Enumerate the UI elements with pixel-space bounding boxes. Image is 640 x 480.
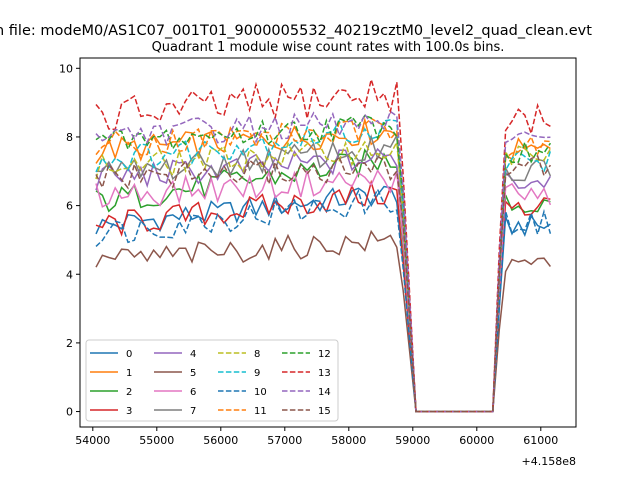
series-line-15	[95, 155, 552, 413]
legend-box	[85, 339, 339, 422]
legend-label-13: 13	[318, 368, 331, 379]
x-tick-label: 59000	[395, 434, 430, 447]
series-line-14	[95, 110, 551, 413]
x-offset-label: +4.158e8	[522, 455, 576, 468]
legend-label-12: 12	[318, 349, 331, 360]
x-tick-label: 58000	[331, 434, 366, 447]
legend-label-4: 4	[190, 349, 196, 360]
legend-label-11: 11	[254, 406, 267, 417]
legend-label-15: 15	[318, 406, 331, 417]
series-lines	[95, 76, 552, 413]
x-tick-label: 55000	[139, 434, 174, 447]
legend-label-7: 7	[190, 406, 196, 417]
y-axis: 0 2 4 6 8 10	[59, 62, 80, 419]
x-tick-label: 57000	[267, 434, 302, 447]
figure-suptitle: n file: modeM0/AS1C07_001T01_9000005532_…	[0, 23, 592, 39]
x-axis: 54000 55000 56000 57000 58000 59000 60000 61000	[75, 427, 558, 447]
plot-frame	[79, 57, 577, 428]
y-tick-label: 4	[66, 268, 73, 281]
y-tick-label: 10	[59, 62, 73, 75]
chart-title: Quadrant 1 module wise count rates with …	[152, 40, 505, 55]
legend-label-5: 5	[190, 368, 196, 379]
legend-label-6: 6	[190, 387, 196, 398]
legend-label-0: 0	[126, 349, 132, 360]
y-tick-label: 8	[66, 131, 73, 144]
x-tick-label: 56000	[203, 434, 238, 447]
x-tick-label: 54000	[75, 434, 110, 447]
y-tick-label: 2	[66, 337, 73, 350]
legend-label-2: 2	[126, 387, 132, 398]
legend-label-14: 14	[318, 387, 331, 398]
legend-label-8: 8	[254, 349, 260, 360]
y-tick-label: 0	[66, 406, 73, 419]
x-tick-label: 61000	[523, 434, 558, 447]
legend-label-10: 10	[254, 387, 267, 398]
x-tick-label: 60000	[459, 434, 494, 447]
y-tick-label: 6	[66, 200, 73, 213]
legend-label-3: 3	[126, 406, 132, 417]
legend-label-9: 9	[254, 368, 260, 379]
legend-label-1: 1	[126, 368, 132, 379]
